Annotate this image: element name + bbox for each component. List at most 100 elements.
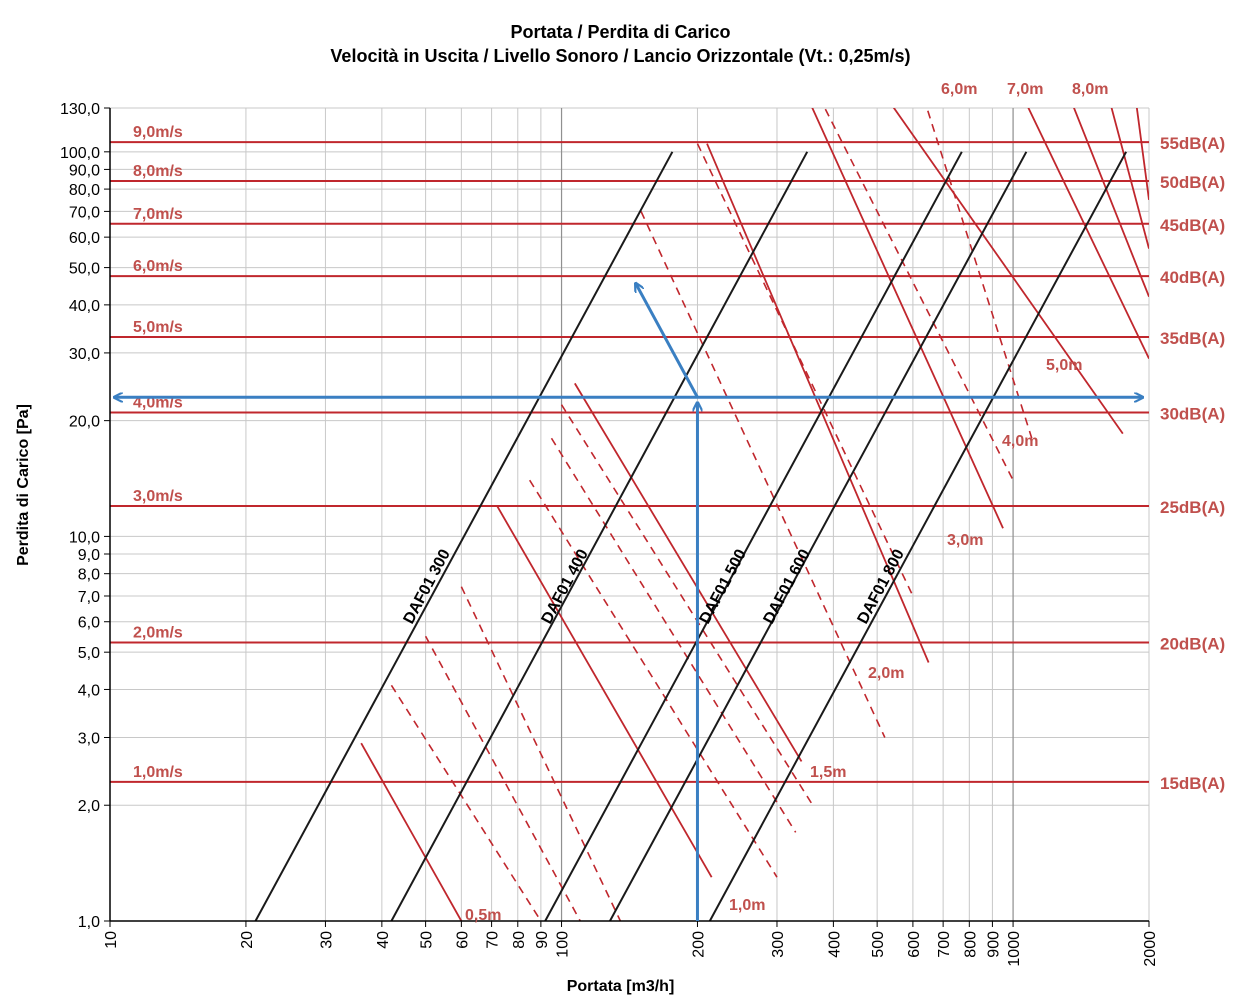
series-label: DAF01 500 (697, 547, 750, 627)
sound-level-label: 15dB(A) (1160, 774, 1225, 793)
sound-level-label: 35dB(A) (1160, 329, 1225, 348)
series-line (708, 151, 1128, 921)
sound-level-label: 25dB(A) (1160, 498, 1225, 517)
throw-line (892, 108, 1124, 435)
x-tick-label: 900 (985, 931, 1002, 958)
throw-dashed-line (424, 635, 581, 921)
throw-label: 1,0m (729, 897, 765, 914)
y-tick-label: 10,0 (69, 529, 100, 546)
y-tick-label: 9,0 (78, 547, 100, 564)
y-tick-label: 80,0 (69, 182, 100, 199)
y-tick-label: 6,0 (78, 615, 100, 632)
x-tick-label: 60 (454, 931, 471, 949)
x-tick-label: 80 (511, 931, 528, 949)
throw-line (496, 505, 713, 878)
throw-label: 8,0m (1072, 81, 1108, 98)
throw-label: 2,0m (868, 665, 904, 682)
throw-label: 7,0m (1007, 81, 1043, 98)
y-tick-label: 40,0 (69, 298, 100, 315)
velocity-label: 1,0m/s (133, 764, 183, 781)
y-tick-label: 1,0 (78, 914, 100, 931)
series-line (390, 151, 809, 921)
throw-line (811, 108, 1004, 529)
x-tick-label: 20 (239, 931, 256, 949)
y-tick-label: 50,0 (69, 261, 100, 278)
x-tick-label: 10 (103, 931, 120, 949)
sound-level-label: 20dB(A) (1160, 634, 1225, 653)
x-tick-label: 90 (534, 931, 551, 949)
x-tick-label: 500 (870, 931, 887, 958)
x-tick-label: 200 (690, 931, 707, 958)
x-tick-label: 800 (962, 931, 979, 958)
throw-line (1073, 108, 1149, 298)
x-tick-label: 70 (485, 931, 502, 949)
y-tick-label: 100,0 (60, 145, 100, 162)
series-line (544, 151, 963, 921)
series-label: DAF01 600 (761, 547, 814, 627)
throw-dashed-line (550, 437, 797, 833)
y-tick-label: 8,0 (78, 567, 100, 584)
throw-label: 6,0m (941, 81, 977, 98)
throw-line (1027, 108, 1149, 359)
y-tick-label: 7,0 (78, 589, 100, 606)
series-line (609, 151, 1028, 921)
sound-level-label: 55dB(A) (1160, 134, 1225, 153)
throw-line (360, 742, 463, 921)
y-tick-label: 130,0 (60, 101, 100, 118)
throw-dashed-line (460, 586, 622, 921)
velocity-label: 9,0m/s (133, 124, 183, 141)
throw-line (706, 143, 930, 663)
plot-content (110, 108, 1149, 921)
y-tick-label: 2,0 (78, 798, 100, 815)
velocity-label: 8,0m/s (133, 163, 183, 180)
x-tick-label: 30 (318, 931, 335, 949)
y-tick-label: 3,0 (78, 731, 100, 748)
x-tick-label: 50 (419, 931, 436, 949)
x-tick-label: 600 (906, 931, 923, 958)
x-axis-label: Portata [m3/h] (566, 978, 675, 995)
sound-level-label: 40dB(A) (1160, 268, 1225, 287)
throw-line (574, 382, 803, 762)
y-tick-label: 20,0 (69, 414, 100, 431)
velocity-label: 5,0m/s (133, 319, 183, 336)
throw-dashed-line (640, 211, 886, 738)
throw-label: 3,0m (947, 532, 983, 549)
x-tick-label: 2000 (1142, 931, 1159, 967)
throw-label: 0,5m (465, 907, 501, 924)
throw-dashed-line (528, 479, 778, 878)
example-throw-arrow (636, 284, 699, 399)
throw-label: 5,0m (1046, 357, 1082, 374)
x-tick-label: 400 (826, 931, 843, 958)
series-label: DAF01 300 (401, 547, 454, 627)
y-tick-label: 5,0 (78, 645, 100, 662)
y-tick-label: 4,0 (78, 682, 100, 699)
throw-dashed-line (926, 108, 1033, 439)
sound-level-label: 30dB(A) (1160, 404, 1225, 423)
y-tick-label: 30,0 (69, 346, 100, 363)
velocity-label: 7,0m/s (133, 206, 183, 223)
velocity-label: 6,0m/s (133, 258, 183, 275)
throw-dashed-line (390, 684, 542, 921)
x-tick-label: 700 (936, 931, 953, 958)
x-tick-label: 1000 (1006, 931, 1023, 967)
y-axis-label: Perdita di Carico [Pa] (15, 404, 32, 566)
sound-level-label: 45dB(A) (1160, 216, 1225, 235)
throw-dashed-line (560, 404, 814, 806)
y-tick-label: 70,0 (69, 204, 100, 221)
x-tick-label: 100 (555, 931, 572, 958)
series-label: DAF01 800 (855, 547, 908, 627)
throw-label: 1,5m (810, 764, 846, 781)
throw-line (1135, 108, 1149, 200)
x-tick-label: 300 (770, 931, 787, 958)
series-line (254, 151, 674, 921)
velocity-label: 2,0m/s (133, 624, 183, 641)
y-tick-label: 90,0 (69, 162, 100, 179)
throw-line (1110, 108, 1149, 249)
y-tick-label: 60,0 (69, 230, 100, 247)
chart-title: Portata / Perdita di Carico (510, 22, 731, 42)
x-tick-label: 40 (375, 931, 392, 949)
chart-subtitle: Velocità in Uscita / Livello Sonoro / La… (330, 46, 911, 66)
throw-label: 4,0m (1002, 433, 1038, 450)
sound-level-label: 50dB(A) (1160, 173, 1225, 192)
